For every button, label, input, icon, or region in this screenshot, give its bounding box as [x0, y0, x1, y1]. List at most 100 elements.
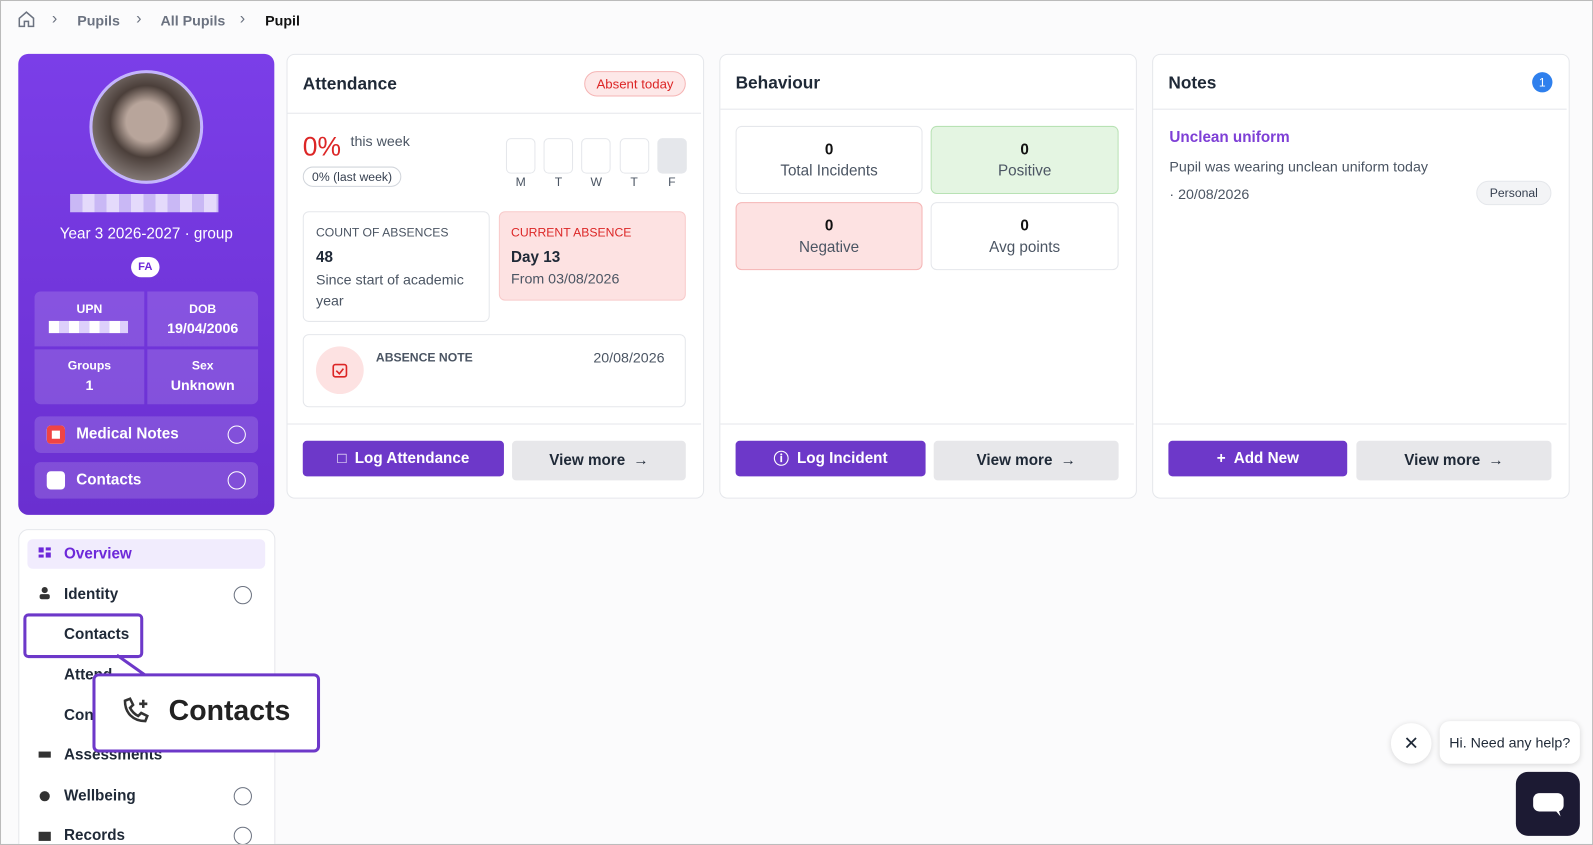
upn-redacted — [48, 320, 129, 334]
calendar-icon — [332, 363, 348, 378]
contacts-icon — [46, 471, 66, 490]
note-title[interactable]: Unclean uniform — [1169, 128, 1290, 147]
stat-value: 0 — [824, 217, 834, 235]
day-label: T — [630, 174, 638, 189]
divider — [720, 423, 1134, 425]
nav-item[interactable]: Records — [64, 826, 125, 844]
button-label: Log Incident — [796, 449, 888, 468]
chevron — [233, 586, 252, 605]
highlight-box — [23, 613, 144, 659]
day-label: T — [554, 174, 563, 189]
arrow: → — [633, 451, 649, 470]
day-bar — [543, 138, 574, 174]
nav-item[interactable]: Overview — [64, 545, 132, 563]
field-cell — [34, 291, 145, 347]
box-label: ABSENCE NOTE — [375, 350, 473, 365]
day-label: M — [515, 174, 526, 189]
field-value: 19/04/2006 — [167, 319, 239, 337]
stat-value: 0 — [824, 141, 834, 159]
divider — [1153, 423, 1567, 425]
accordion-label: Contacts — [76, 471, 142, 489]
home-icon[interactable] — [17, 10, 35, 28]
button-label: Add New — [1233, 449, 1299, 468]
current-box — [498, 211, 686, 301]
divider — [287, 112, 702, 114]
stat-label: Negative — [798, 238, 860, 256]
card-title: Attendance — [302, 74, 397, 94]
note-box — [302, 334, 686, 408]
box-value: Day 13 — [511, 248, 561, 267]
field-cell — [34, 349, 145, 405]
nav-item[interactable]: Wellbeing — [64, 787, 136, 805]
note-date: 20/08/2026 — [593, 349, 665, 366]
callout-label: Contacts — [168, 694, 291, 727]
view-more-button[interactable]: View more → — [1356, 440, 1552, 481]
callout — [92, 673, 321, 753]
log-incident-button[interactable]: ⓘ Log Incident — [735, 440, 926, 477]
close-chat-button[interactable]: ✕ — [1390, 723, 1432, 764]
view-more-button[interactable]: View more → — [933, 440, 1119, 481]
button-icon: + — [1216, 449, 1226, 468]
box-desc: From 03/08/2026 — [511, 270, 620, 287]
breadcrumb-link[interactable]: All Pupils — [160, 12, 226, 29]
log-attendance-button[interactable]: □ Log Attendance — [302, 440, 504, 477]
last-week-pill: 0% (last week) — [302, 166, 402, 187]
field-label: Groups — [67, 358, 112, 373]
stat-box: 0 Positive — [930, 125, 1119, 194]
chat-icon — [1533, 793, 1564, 817]
divider — [287, 423, 702, 425]
note-body: Pupil was wearing unclean uniform today — [1169, 158, 1428, 175]
field-value: Unknown — [170, 376, 235, 394]
stat-label: Total Incidents — [780, 162, 878, 180]
chevron — [233, 787, 252, 806]
stat-value: 0 — [1020, 217, 1029, 235]
divider — [720, 108, 1134, 110]
separator: › — [239, 10, 246, 28]
day-bar — [581, 138, 612, 174]
note-tag: Personal — [1476, 180, 1552, 206]
medical-icon — [46, 425, 66, 444]
button-label: View more — [976, 451, 1053, 470]
day-label: F — [668, 174, 676, 189]
card-title: Behaviour — [735, 73, 821, 93]
chevron — [233, 826, 252, 844]
chevron — [227, 425, 246, 444]
view-more-button[interactable]: View more → — [512, 440, 686, 481]
behaviour-card — [719, 53, 1137, 499]
card-title: Notes — [1168, 73, 1217, 93]
notes-card — [1152, 53, 1570, 499]
field-cell — [147, 291, 259, 347]
box-desc: Since start of academic year — [315, 271, 464, 309]
nav-icons — [38, 547, 51, 841]
callout-icon — [123, 697, 149, 723]
chat-bubble[interactable]: Hi. Need any help? — [1439, 721, 1580, 764]
count-box — [302, 211, 490, 322]
accordion[interactable] — [34, 416, 259, 453]
button-label: Log Attendance — [354, 449, 470, 468]
chevron — [227, 471, 246, 490]
arrow: → — [1060, 451, 1076, 470]
accordion[interactable] — [34, 462, 259, 499]
nav-item[interactable]: Con — [64, 706, 94, 725]
breadcrumb-link[interactable]: Pupils — [77, 12, 120, 29]
stat-value: 0 — [1020, 141, 1029, 159]
button-label: View more — [549, 451, 626, 470]
add-new-button[interactable]: + Add New — [1168, 440, 1348, 477]
stat-box: 0 Total Incidents — [735, 125, 923, 194]
stat-label: Avg points — [989, 238, 1061, 256]
arrow: → — [1488, 451, 1504, 470]
breadcrumb-current: Pupil — [265, 12, 300, 29]
nav-item[interactable]: Contacts — [64, 625, 130, 643]
badge: FA — [131, 256, 160, 278]
separator: › — [51, 10, 58, 28]
stat-label: Positive — [997, 162, 1052, 180]
nav-item[interactable]: Identity — [64, 586, 119, 604]
day-bar — [505, 138, 536, 174]
nav-active-bg — [27, 539, 266, 569]
box-label: COUNT OF ABSENCES — [315, 225, 449, 240]
period: this week — [350, 133, 410, 150]
field-label: UPN — [76, 301, 103, 316]
field-label: DOB — [189, 301, 217, 316]
field-label: Sex — [191, 358, 214, 373]
